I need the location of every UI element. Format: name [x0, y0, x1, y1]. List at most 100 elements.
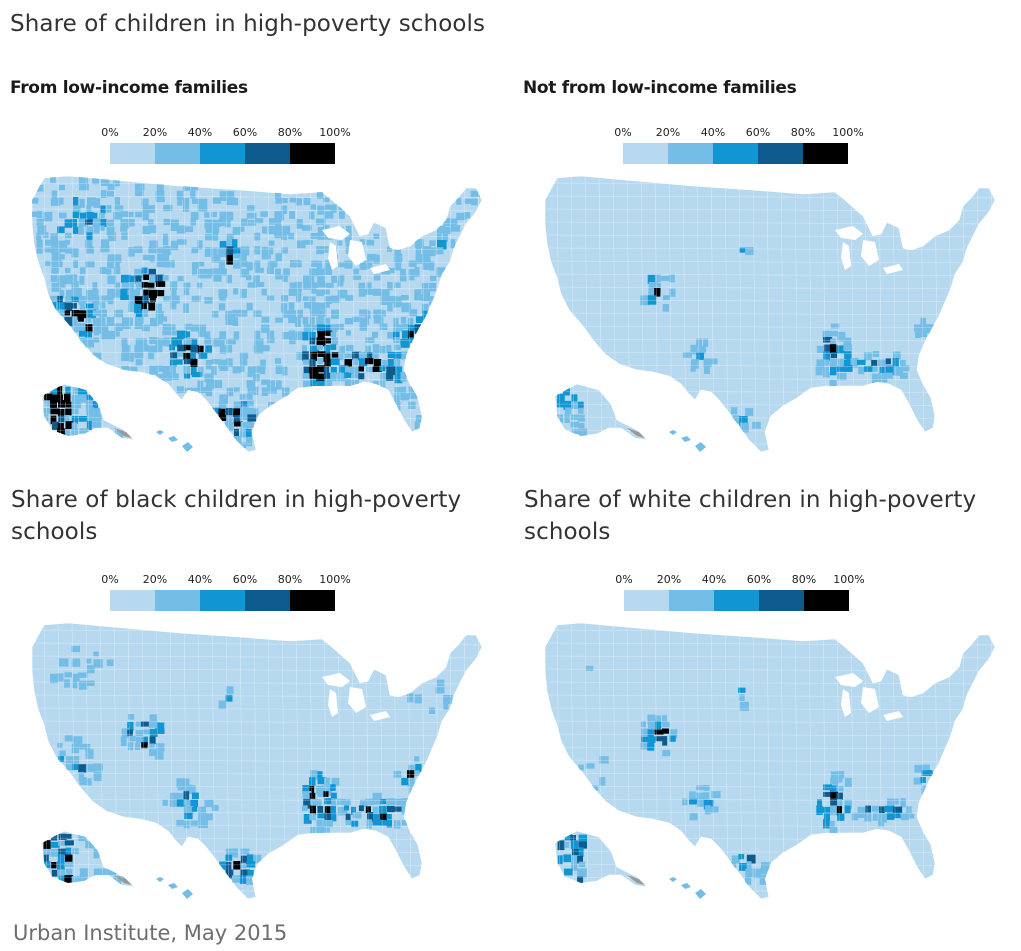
county-cell — [93, 848, 100, 859]
county-cell — [858, 812, 866, 818]
county-cell — [170, 240, 179, 251]
county-cell — [281, 232, 288, 240]
county-cell — [823, 791, 832, 797]
county-cell — [302, 351, 309, 361]
legend-tick-label: 80% — [277, 573, 303, 586]
county-cell — [386, 296, 396, 304]
county-cell — [107, 254, 115, 263]
county-cell — [429, 707, 436, 714]
county-cell — [401, 302, 411, 313]
county-cell — [191, 806, 198, 812]
county-cell — [190, 358, 198, 367]
county-cell — [331, 777, 340, 786]
county-cell — [86, 778, 92, 786]
county-cell — [183, 778, 190, 788]
county-cell — [822, 366, 829, 375]
county-cell — [316, 190, 324, 199]
county-cell — [233, 408, 241, 417]
county-cell — [585, 763, 595, 769]
county-cell — [239, 875, 248, 884]
great-lake — [883, 264, 903, 274]
county-cell — [106, 659, 114, 666]
county-cell — [190, 799, 198, 808]
hawaii-island — [168, 436, 178, 442]
county-cell — [204, 799, 214, 808]
county-cell — [662, 750, 671, 757]
county-cell — [71, 296, 81, 303]
county-cell — [65, 868, 73, 877]
county-cell — [393, 771, 402, 778]
county-cell — [331, 337, 338, 345]
county-cell — [240, 261, 249, 267]
county-cell — [93, 317, 103, 326]
county-cell — [176, 792, 184, 799]
county-cell — [170, 281, 178, 291]
county-cell — [387, 331, 395, 339]
county-cell — [571, 394, 578, 403]
county-cell — [641, 728, 651, 738]
county-cell — [51, 862, 57, 869]
county-cell — [72, 316, 78, 326]
county-cell — [408, 401, 416, 409]
county-cell — [71, 274, 78, 282]
county-cell — [86, 421, 92, 431]
county-cell — [309, 296, 316, 306]
county-cell — [155, 290, 165, 297]
county-cell — [358, 358, 368, 367]
county-cell — [872, 351, 880, 357]
county-cell — [429, 275, 437, 282]
county-cell — [142, 736, 148, 746]
legend-black-children: 0% 20% 40% 60% 80% 100% — [101, 573, 351, 615]
county-cell — [169, 359, 177, 367]
county-cell — [43, 840, 51, 850]
county-cell — [72, 680, 78, 689]
county-cell — [219, 365, 229, 371]
county-cell — [324, 777, 330, 786]
county-cell — [99, 225, 105, 231]
county-cell — [885, 358, 891, 365]
county-cell — [163, 261, 173, 268]
county-cell — [304, 302, 311, 309]
county-cell — [198, 345, 204, 354]
county-cell — [93, 337, 100, 343]
county-cell — [240, 407, 249, 416]
county-cell — [51, 869, 60, 877]
legend-swatch — [759, 590, 804, 611]
county-cell — [359, 324, 368, 331]
county-cell — [162, 365, 170, 376]
county-cell — [128, 295, 138, 305]
county-cell — [92, 401, 99, 411]
county-cell — [394, 373, 403, 384]
county-cell — [169, 373, 179, 380]
county-cell — [669, 729, 678, 739]
county-cell — [344, 372, 352, 378]
county-cell — [422, 303, 429, 314]
county-cell — [324, 317, 331, 324]
county-cell — [148, 721, 158, 728]
county-cell — [393, 331, 400, 341]
county-cell — [93, 330, 100, 336]
county-cell — [58, 254, 65, 260]
county-cell — [310, 826, 316, 836]
county-cell — [330, 366, 337, 375]
county-cell — [296, 352, 306, 360]
county-cell — [296, 295, 302, 303]
county-cell — [233, 436, 242, 445]
county-cell — [113, 267, 121, 275]
county-cell — [338, 262, 347, 268]
county-cell — [366, 819, 372, 829]
county-cell — [288, 330, 296, 338]
county-cell — [345, 225, 352, 234]
county-cell — [386, 805, 395, 813]
county-cell — [36, 239, 43, 248]
county-cell — [155, 344, 163, 353]
county-cell — [240, 358, 248, 366]
county-cell — [141, 198, 149, 206]
county-cell — [72, 764, 79, 770]
county-cell — [36, 211, 43, 218]
county-cell — [303, 380, 312, 390]
county-cell — [134, 303, 144, 314]
county-cell — [648, 736, 656, 743]
county-cell — [78, 225, 84, 235]
county-cell — [878, 359, 886, 367]
